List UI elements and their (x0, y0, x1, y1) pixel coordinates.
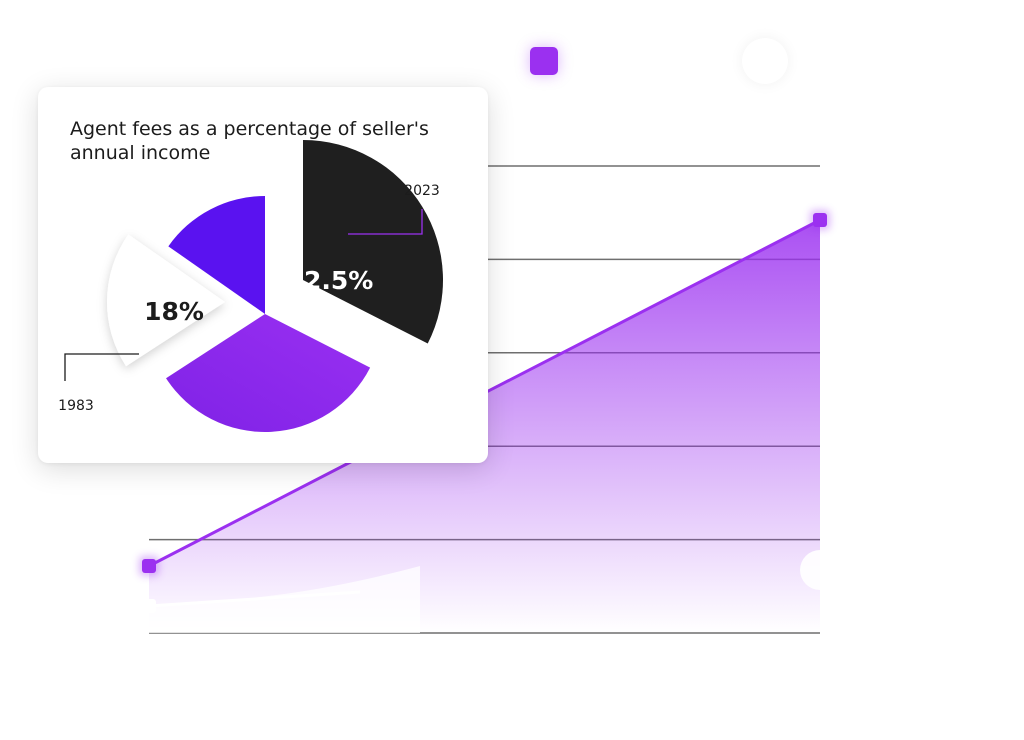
end-point-marker (813, 213, 827, 227)
pie-slice-3 (168, 196, 265, 314)
slice-value-1983: 18% (144, 297, 204, 326)
secondary-start-marker (142, 599, 156, 613)
slice-label-1983: 1983 (58, 398, 94, 414)
background-secondary-line (148, 590, 361, 608)
background-white-area-fill (149, 566, 420, 633)
slice-value-2023: 32.5% (287, 266, 374, 295)
legend-square-marker (530, 47, 558, 75)
background-markers (139, 210, 840, 613)
secondary-end-marker (800, 550, 840, 590)
pie-slice-1 (166, 314, 371, 432)
callout-line-2023 (348, 209, 423, 235)
pie-slice-1983 (107, 234, 225, 367)
pie-slice-2023 (303, 140, 443, 344)
slice-label-2023: 2023 (404, 183, 440, 199)
callout-line-1983 (64, 353, 139, 381)
legend-circle-marker (742, 38, 788, 84)
start-point-marker (142, 559, 156, 573)
chart-title: Agent fees as a percentage of seller's a… (70, 118, 429, 164)
pie-chart-card: Agent fees as a percentage of seller's a… (38, 87, 488, 463)
pie-chart: 32.5% 18% 2023 1983 (58, 140, 443, 432)
